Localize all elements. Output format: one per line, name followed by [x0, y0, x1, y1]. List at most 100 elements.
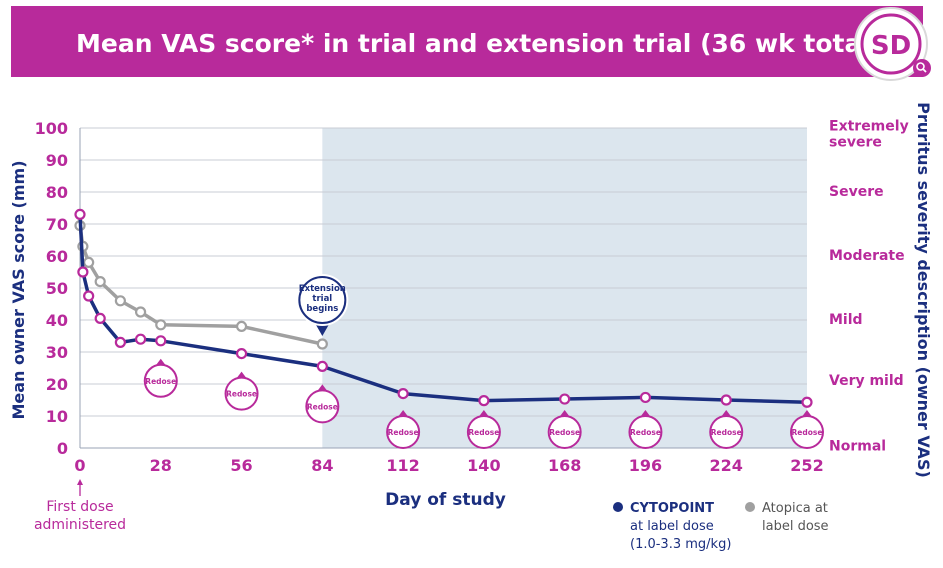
- legend-text-0-0: CYTOPOINT: [630, 501, 714, 516]
- y-tick-label-0: 0: [57, 439, 68, 458]
- redose-marker-196-label: Redose: [630, 428, 661, 437]
- series-1-point-5: [134, 306, 147, 318]
- redose-marker-112-label: Redose: [388, 428, 419, 437]
- gridlines: [80, 127, 807, 417]
- y-tick-label-90: 90: [46, 151, 68, 170]
- sd-badge-label: SD: [871, 31, 911, 61]
- legend-swatch-1: [745, 502, 755, 512]
- x-tick-label-252: 252: [790, 456, 823, 475]
- series-1-point-7: [235, 320, 248, 332]
- y-tick-label-40: 40: [46, 311, 68, 330]
- redose-marker-252-label: Redose: [792, 428, 823, 437]
- series-1-point-4: [114, 295, 126, 307]
- series-0-point-13: [720, 394, 732, 406]
- redose-marker-224-label: Redose: [711, 428, 742, 437]
- redose-marker-140: Redose: [466, 410, 501, 449]
- y-tick-label-10: 10: [46, 407, 68, 426]
- legend-text-1-0: Atopica at: [762, 501, 828, 516]
- series-1-point-8: [316, 338, 328, 350]
- x-tick-label-168: 168: [548, 456, 581, 475]
- series-0-point-4: [114, 336, 126, 348]
- x-tick-label-112: 112: [386, 456, 419, 475]
- redose-marker-28-ring: [143, 363, 178, 398]
- x-tick-label-224: 224: [710, 456, 743, 475]
- legend-swatch-0: [613, 502, 623, 512]
- x-tick-label-140: 140: [467, 456, 500, 475]
- severity-label-0-1: severe: [829, 134, 882, 150]
- series-0-point-11: [559, 393, 571, 405]
- redose-marker-196: Redose: [628, 410, 663, 449]
- x-tick-label-196: 196: [629, 456, 662, 475]
- extension-pin-text-2: begins: [306, 304, 338, 314]
- extension-pin-text-1: trial: [312, 294, 332, 304]
- series-0-point-14: [801, 396, 813, 408]
- title-banner: [11, 6, 923, 77]
- redose-marker-28-label: Redose: [145, 377, 176, 386]
- severity-label-4-0: Very mild: [829, 373, 904, 389]
- severity-label-5-0: Normal: [829, 438, 886, 454]
- redose-markers: Redose Redose Redose Redose Redose Redose Redo…: [143, 358, 824, 449]
- series-line-1: [78, 225, 323, 346]
- y-tick-label-20: 20: [46, 375, 68, 394]
- legend-text-0-2: (1.0-3.3 mg/kg): [630, 537, 731, 552]
- first-dose-text-1: administered: [34, 517, 126, 533]
- redose-marker-112-ring: [386, 415, 421, 449]
- axes: [79, 128, 807, 449]
- redose-marker-84-label: Redose: [307, 402, 338, 411]
- legend-text-0-1: at label dose: [630, 519, 714, 534]
- series-0-point-8: [316, 360, 328, 372]
- x-tick-label-84: 84: [311, 456, 333, 475]
- redose-marker-140-ring: [466, 415, 501, 449]
- legend-text-1-1: label dose: [762, 519, 829, 534]
- x-tick-label-0: 0: [74, 456, 85, 475]
- magnifier-icon: [913, 59, 931, 77]
- redose-marker-56-ring: [224, 376, 259, 411]
- redose-marker-224-ring: [709, 415, 744, 449]
- redose-marker-84: Redose: [305, 384, 340, 424]
- severity-label-3-0: Mild: [829, 312, 863, 328]
- redose-marker-112: Redose: [386, 410, 421, 449]
- series-0-point-12: [639, 391, 652, 404]
- redose-marker-84-ring: [305, 389, 340, 424]
- redose-marker-168-ring: [547, 415, 582, 449]
- redose-marker-140-label: Redose: [468, 428, 499, 437]
- axis-labels: 0 10 20 30 40 50 60 70 80 90 100 0 28 56 84 112 140 168 19…: [9, 102, 933, 533]
- series-0-point-6: [155, 335, 167, 347]
- severity-label-1-0: Severe: [829, 184, 884, 200]
- severity-label-0-0: Extremely: [829, 118, 909, 134]
- redose-marker-168-label: Redose: [549, 428, 580, 437]
- extension-pin-inner: [300, 278, 345, 322]
- y2-axis-title: Pruritus severity description (owner VAS…: [914, 102, 933, 478]
- series-1-point-2: [83, 256, 95, 268]
- first-dose-arrowhead: [77, 479, 83, 485]
- redose-marker-28: Redose: [143, 358, 178, 398]
- y-tick-label-70: 70: [46, 215, 68, 234]
- y-tick-label-50: 50: [46, 279, 68, 298]
- extension-pin-text-0: Extension: [299, 284, 346, 294]
- legend: CYTOPOINT at label dose (1.0-3.3 mg/kg) Ato…: [613, 501, 829, 552]
- severity-label-2-0: Moderate: [829, 248, 905, 264]
- y-tick-label-60: 60: [46, 247, 68, 266]
- y-tick-label-100: 100: [35, 119, 68, 138]
- redose-marker-196-ring: [628, 415, 663, 449]
- y-tick-label-30: 30: [46, 343, 68, 362]
- series-0-point-5: [134, 333, 147, 345]
- chart-title: Mean VAS score* in trial and extension t…: [76, 29, 907, 58]
- redose-marker-56-label: Redose: [226, 390, 257, 399]
- redose-marker-252-ring: [790, 415, 824, 449]
- series-0-point-2: [83, 290, 95, 302]
- series-0-point-10: [478, 395, 490, 407]
- series-1-point-6: [155, 319, 167, 331]
- x-tick-label-28: 28: [150, 456, 172, 475]
- redose-marker-168: Redose: [547, 410, 582, 449]
- y-tick-label-80: 80: [46, 183, 68, 202]
- redose-marker-56: Redose: [224, 371, 259, 411]
- redose-marker-252: Redose: [790, 410, 824, 449]
- series-0-point-7: [235, 348, 248, 360]
- sd-badge[interactable]: SD: [854, 7, 931, 81]
- series-1-point-3: [94, 276, 106, 288]
- x-tick-label-56: 56: [230, 456, 252, 475]
